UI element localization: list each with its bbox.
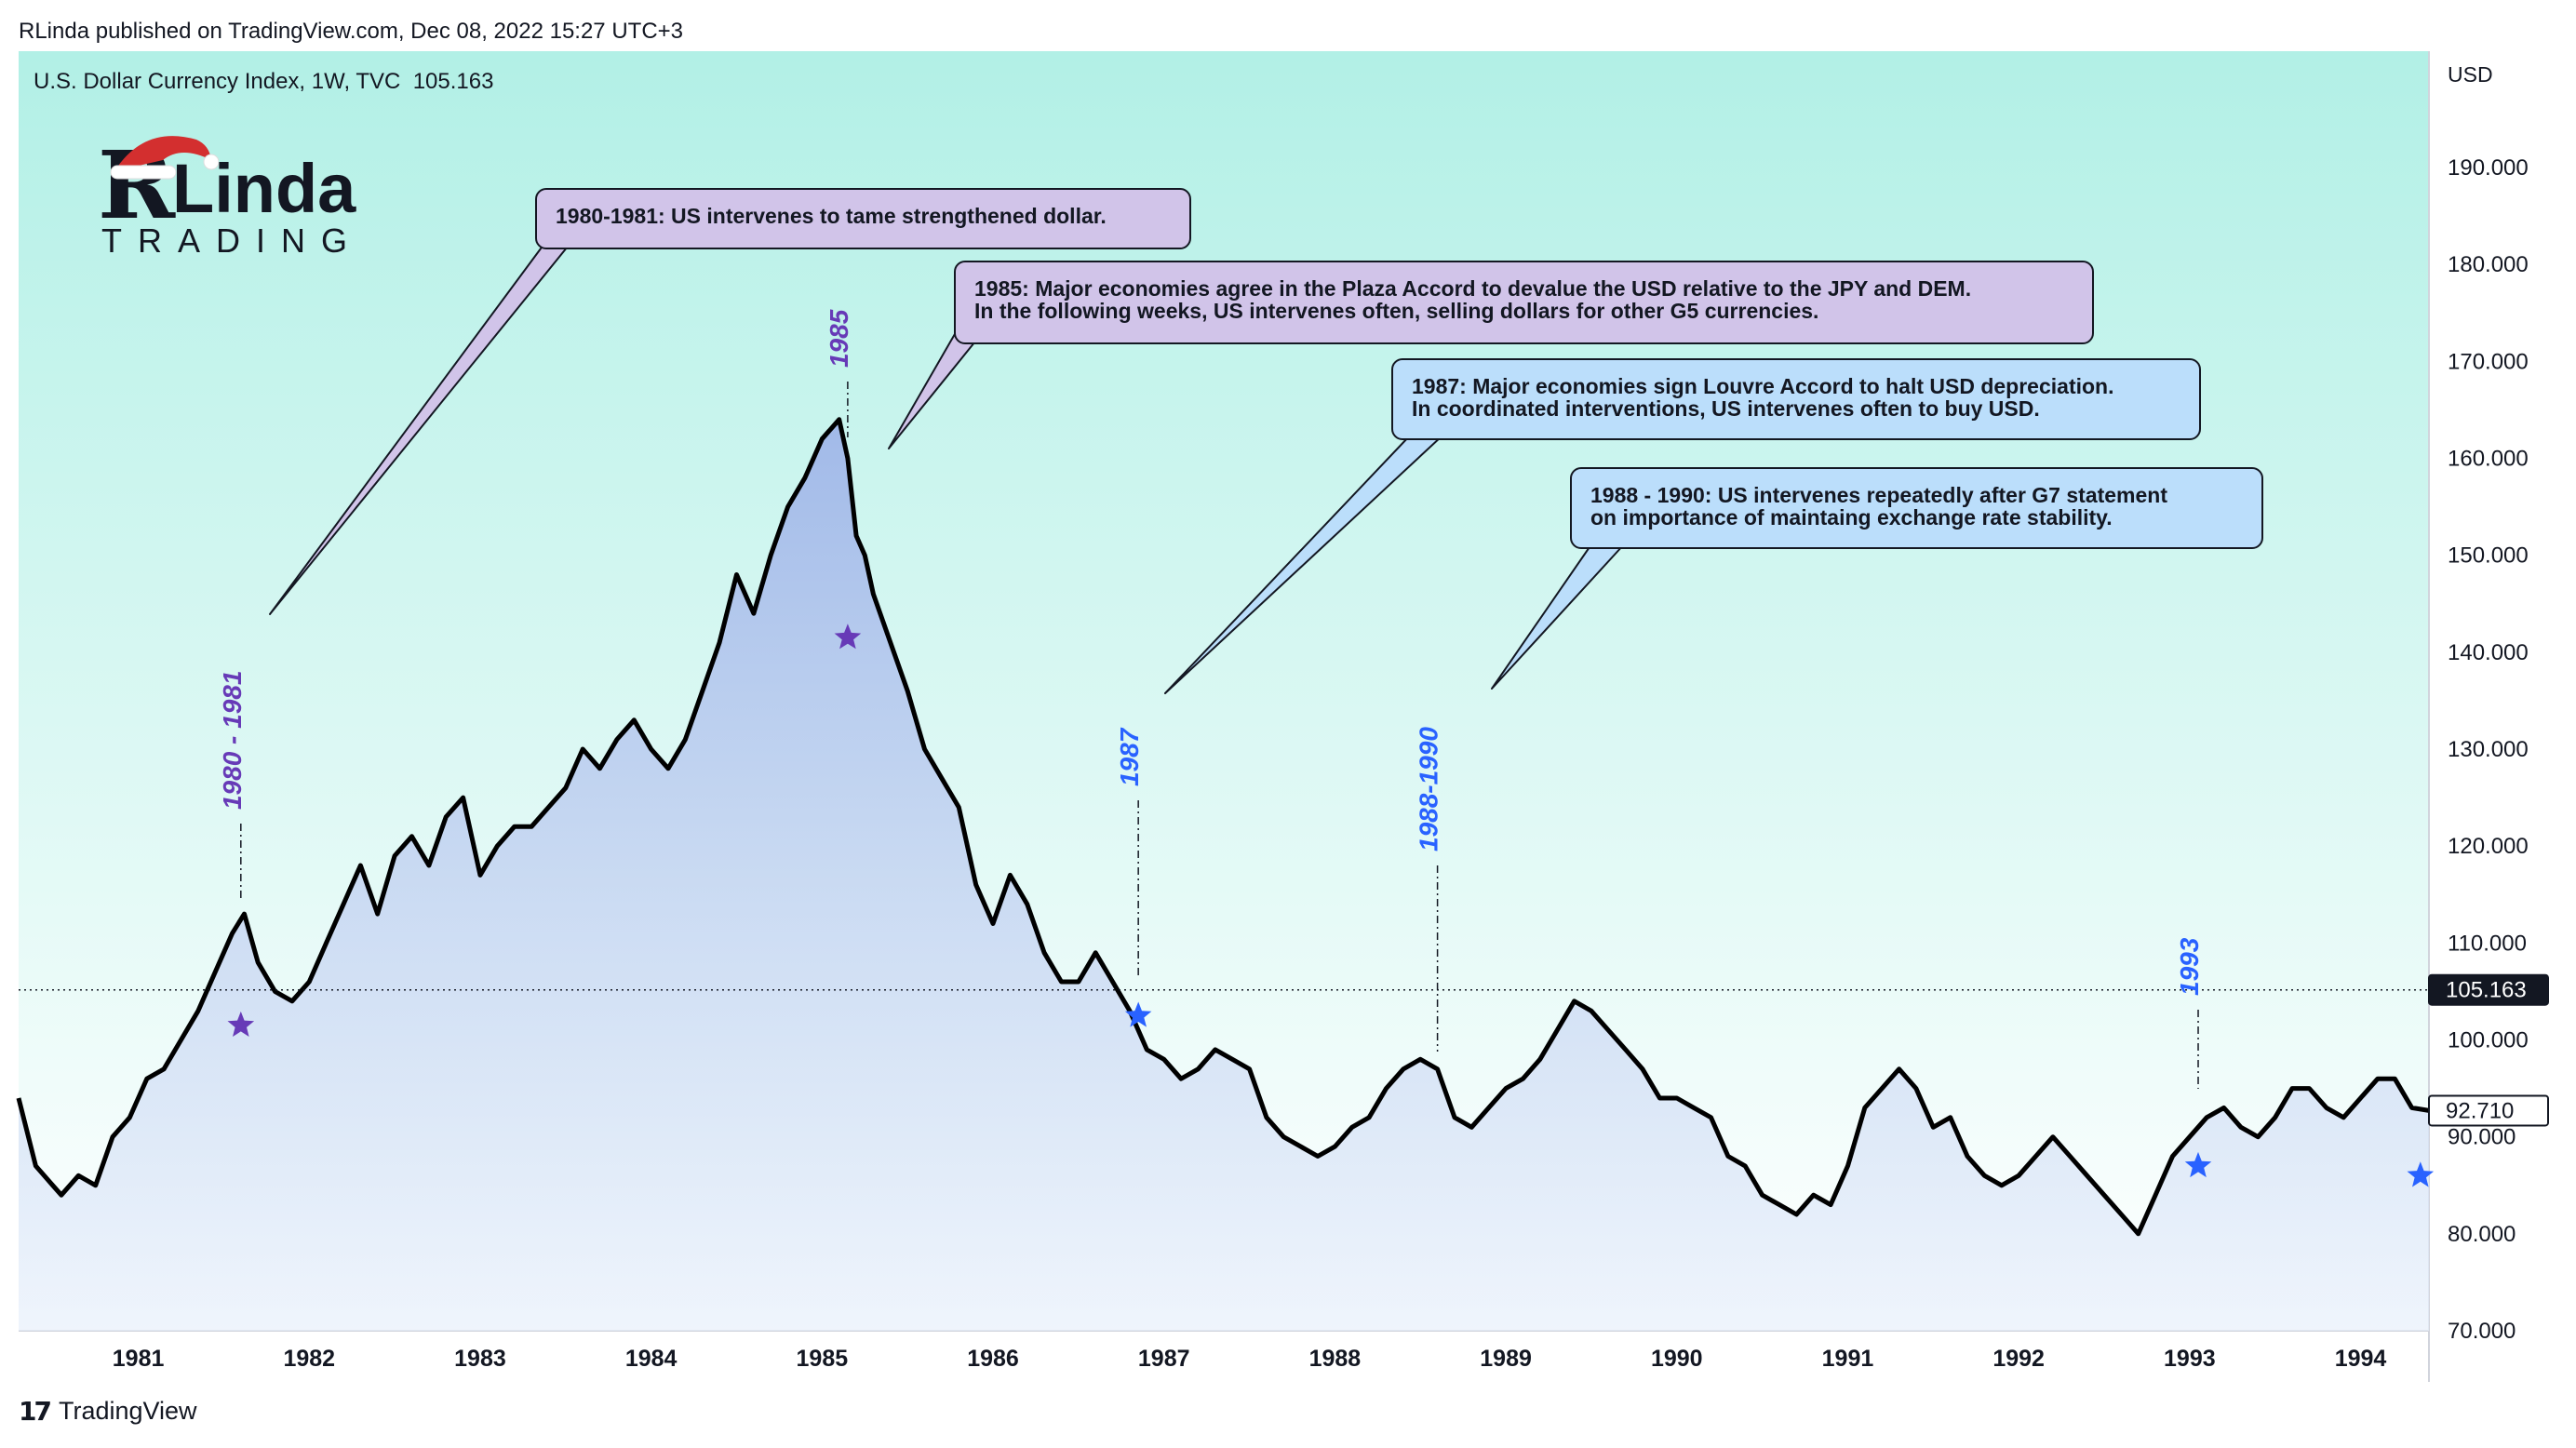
symbol-legend: U.S. Dollar Currency Index, 1W, TVC 105.… — [34, 69, 493, 95]
callout-1985-plaza: 1985: Major economies agree in the Plaza… — [954, 261, 2094, 344]
x-tick-label: 1991 — [1822, 1346, 1874, 1372]
intervention-star-icon — [1124, 1001, 1152, 1027]
callout-1988-1990: 1988 - 1990: US intervenes repeatedly af… — [1570, 467, 2263, 549]
logo-sub: TRADING — [101, 221, 363, 260]
callout-1980-1981: 1980-1981: US intervenes to tame strengt… — [535, 188, 1191, 249]
rlinda-logo: R Linda TRADING — [98, 130, 386, 261]
current-price-badge: 105.163 — [2446, 978, 2527, 1003]
symbol-name: U.S. Dollar Currency Index, 1W, TVC — [34, 69, 401, 94]
tradingview-logo-icon: 17 — [19, 1396, 52, 1427]
y-tick-label: 70.000 — [2448, 1319, 2516, 1344]
y-tick-label: 180.000 — [2448, 252, 2529, 277]
time-scale-background — [19, 1331, 2429, 1382]
annotation-year-label: 1985 — [825, 309, 853, 368]
x-tick-label: 1993 — [2164, 1346, 2216, 1372]
intervention-star-icon — [834, 623, 862, 650]
last-close-badge-bg — [2428, 1094, 2549, 1127]
y-tick-label: 150.000 — [2448, 543, 2529, 569]
annotation-year-label: 1980 - 1981 — [218, 671, 247, 810]
x-tick-label: 1981 — [113, 1346, 165, 1372]
current-price-badge-bg — [2428, 973, 2549, 1006]
dxy-price-line — [16, 417, 2430, 1237]
y-tick-label: 190.000 — [2448, 155, 2529, 181]
y-tick-label: 130.000 — [2448, 737, 2529, 762]
y-tick-label: 140.000 — [2448, 640, 2529, 665]
x-tick-label: 1985 — [797, 1346, 849, 1372]
intervention-star-icon — [2407, 1161, 2435, 1187]
x-tick-label: 1984 — [625, 1346, 678, 1372]
logo-brand: Linda — [172, 150, 356, 227]
last-close-badge: 92.710 — [2446, 1098, 2514, 1123]
y-tick-label: 160.000 — [2448, 447, 2529, 472]
x-tick-label: 1986 — [967, 1346, 1019, 1372]
y-tick-label: 120.000 — [2448, 834, 2529, 859]
publish-info: RLinda published on TradingView.com, Dec… — [19, 19, 684, 44]
x-tick-label: 1990 — [1651, 1346, 1703, 1372]
annotation-year-label: 1988-1990 — [1415, 727, 1443, 851]
y-axis-unit: USD — [2448, 62, 2493, 87]
x-tick-label: 1988 — [1309, 1346, 1362, 1372]
tradingview-footer: 17 TradingView — [19, 1396, 197, 1427]
tradingview-brand: TradingView — [58, 1397, 197, 1425]
x-tick-label: 1994 — [2335, 1346, 2387, 1372]
annotation-year-label: 1993 — [2175, 937, 2204, 996]
y-tick-label: 90.000 — [2448, 1125, 2516, 1150]
y-tick-label: 170.000 — [2448, 349, 2529, 374]
y-tick-label: 80.000 — [2448, 1222, 2516, 1247]
x-tick-label: 1989 — [1480, 1346, 1532, 1372]
intervention-star-icon — [2184, 1151, 2212, 1178]
x-tick-label: 1982 — [283, 1346, 335, 1372]
santa-hat-icon — [110, 136, 219, 180]
intervention-star-icon — [227, 1011, 255, 1037]
x-tick-label: 1983 — [454, 1346, 506, 1372]
y-tick-label: 100.000 — [2448, 1028, 2529, 1053]
annotation-year-label: 1987 — [1115, 727, 1144, 786]
area-fill — [19, 419, 2429, 1331]
x-tick-label: 1987 — [1138, 1346, 1190, 1372]
y-tick-label: 110.000 — [2448, 931, 2527, 956]
symbol-value: 105.163 — [412, 69, 494, 94]
x-tick-label: 1992 — [1992, 1346, 2045, 1372]
callout-1987-louvre: 1987: Major economies sign Louvre Accord… — [1391, 358, 2201, 440]
